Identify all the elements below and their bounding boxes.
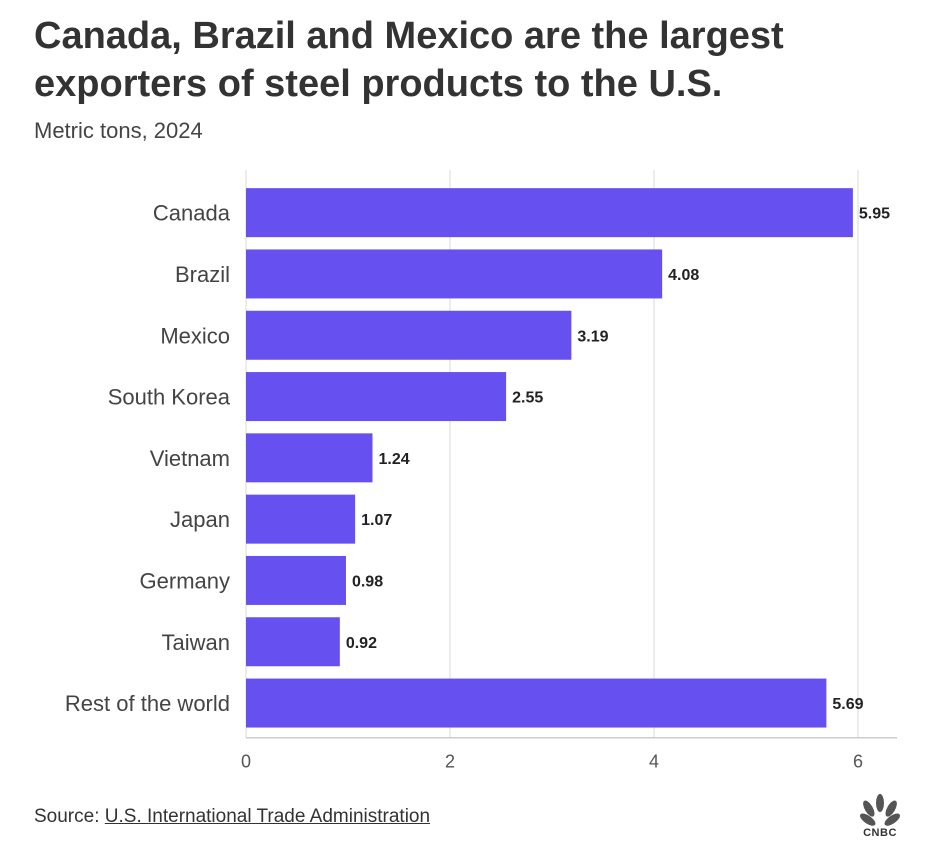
source-prefix: Source: — [34, 806, 100, 827]
category-label: Japan — [170, 507, 230, 532]
category-label: Brazil — [175, 262, 230, 287]
bar-chart: 0 2 4 6 Canada 5.95 Brazil 4.08 Mexico 3.19 South… — [65, 170, 897, 772]
bar-mexico[interactable] — [246, 310, 572, 360]
data-label: 4.08 — [668, 267, 699, 284]
data-label: 5.69 — [832, 696, 863, 713]
bar-taiwan[interactable] — [246, 617, 340, 667]
data-label: 1.07 — [361, 512, 392, 529]
category-label: South Korea — [108, 385, 231, 410]
data-label: 0.98 — [352, 573, 383, 590]
bar-vietnam[interactable] — [246, 433, 373, 483]
category-label: Mexico — [160, 323, 230, 348]
chart-title: Canada, Brazil and Mexico are the larges… — [34, 15, 784, 105]
cnbc-logo[interactable]: CNBC — [852, 794, 908, 838]
x-tick-label: 2 — [445, 752, 455, 772]
category-label: Rest of the world — [65, 691, 230, 716]
source-note: Source: U.S. International Trade Adminis… — [34, 806, 430, 828]
chart-subtitle: Metric tons, 2024 — [34, 118, 203, 143]
category-label: Vietnam — [150, 446, 230, 471]
x-axis: 0 2 4 6 — [241, 736, 897, 772]
bar-canada[interactable] — [246, 188, 853, 238]
bar-germany[interactable] — [246, 555, 346, 605]
category-label: Germany — [140, 568, 230, 593]
data-label: 5.95 — [859, 206, 890, 223]
labels: Canada 5.95 Brazil 4.08 Mexico 3.19 South Kore… — [65, 201, 890, 716]
category-label: Canada — [153, 201, 231, 226]
x-tick-label: 0 — [241, 752, 251, 772]
category-label: Taiwan — [162, 630, 230, 655]
bar-japan[interactable] — [246, 494, 356, 544]
data-label: 3.19 — [577, 328, 608, 345]
peacock-icon — [859, 794, 901, 826]
source-link[interactable]: U.S. International Trade Administration — [104, 806, 431, 827]
bar-brazil[interactable] — [246, 249, 663, 299]
data-label: 0.92 — [346, 635, 377, 652]
data-label: 2.55 — [512, 390, 543, 407]
bar-rest-of-the-world[interactable] — [246, 678, 827, 728]
logo-text: CNBC — [863, 827, 897, 838]
x-tick-label: 4 — [649, 752, 659, 772]
bars — [246, 188, 853, 728]
x-tick-label: 6 — [853, 752, 863, 772]
data-label: 1.24 — [378, 451, 409, 468]
bar-south-korea[interactable] — [246, 372, 507, 422]
